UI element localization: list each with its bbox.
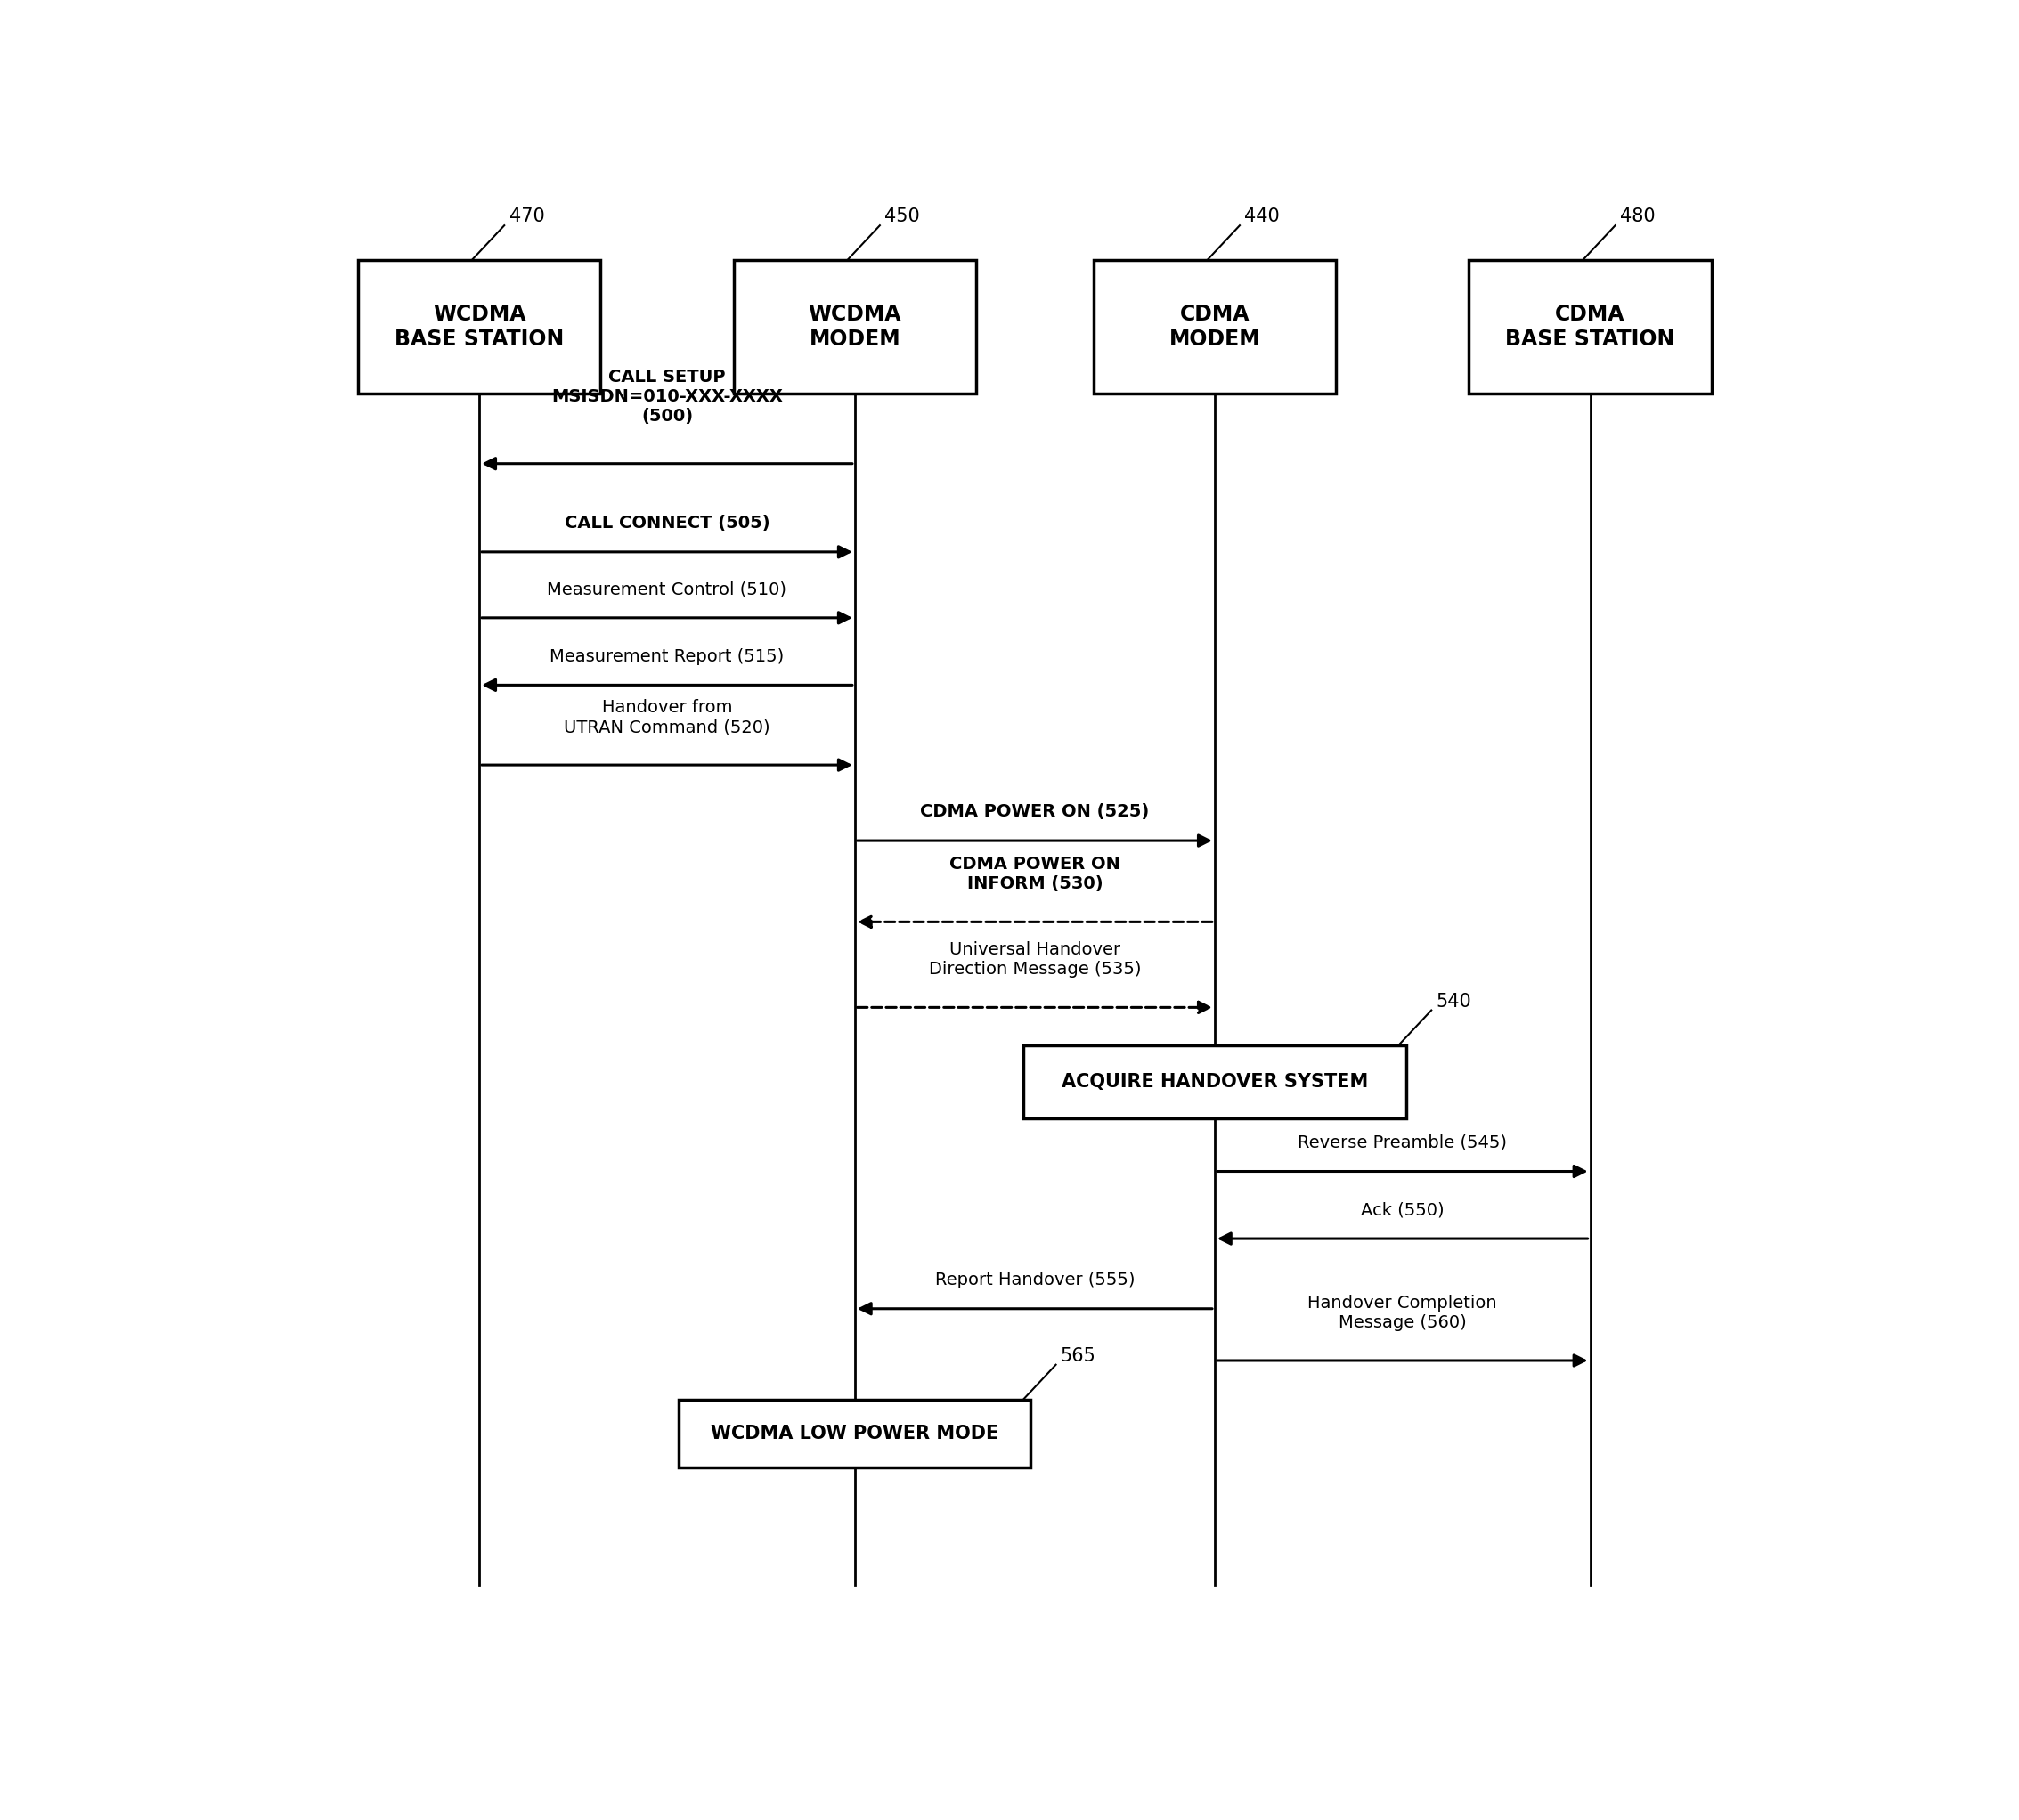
Text: 480: 480 (1619, 207, 1656, 226)
FancyBboxPatch shape (1094, 260, 1337, 393)
FancyBboxPatch shape (733, 260, 975, 393)
FancyBboxPatch shape (1024, 1045, 1407, 1117)
Text: Measurement Report (515): Measurement Report (515) (549, 648, 783, 664)
Text: CDMA POWER ON (525): CDMA POWER ON (525) (921, 803, 1149, 821)
Text: CDMA
BASE STATION: CDMA BASE STATION (1506, 304, 1676, 349)
FancyBboxPatch shape (678, 1400, 1032, 1467)
FancyBboxPatch shape (357, 260, 600, 393)
Text: Universal Handover
Direction Message (535): Universal Handover Direction Message (53… (929, 941, 1141, 977)
Text: 450: 450 (884, 207, 921, 226)
Text: Handover from
UTRAN Command (520): Handover from UTRAN Command (520) (563, 699, 769, 735)
Text: Ack (550): Ack (550) (1361, 1201, 1444, 1218)
Text: 540: 540 (1436, 992, 1472, 1010)
Text: WCDMA
MODEM: WCDMA MODEM (808, 304, 900, 349)
Text: ACQUIRE HANDOVER SYSTEM: ACQUIRE HANDOVER SYSTEM (1062, 1072, 1369, 1090)
Text: CALL CONNECT (505): CALL CONNECT (505) (565, 515, 769, 531)
Text: CDMA POWER ON
INFORM (530): CDMA POWER ON INFORM (530) (949, 855, 1121, 892)
Text: Measurement Control (510): Measurement Control (510) (547, 581, 787, 597)
Text: Handover Completion
Message (560): Handover Completion Message (560) (1308, 1294, 1498, 1330)
FancyBboxPatch shape (1470, 260, 1712, 393)
Text: WCDMA LOW POWER MODE: WCDMA LOW POWER MODE (711, 1425, 999, 1441)
Text: 565: 565 (1060, 1347, 1096, 1365)
Text: Report Handover (555): Report Handover (555) (935, 1272, 1135, 1289)
Text: 440: 440 (1244, 207, 1280, 226)
Text: CALL SETUP
MSISDN=010-XXX-XXXX
(500): CALL SETUP MSISDN=010-XXX-XXXX (500) (551, 369, 783, 426)
Text: 470: 470 (509, 207, 545, 226)
Text: WCDMA
BASE STATION: WCDMA BASE STATION (394, 304, 563, 349)
Text: CDMA
MODEM: CDMA MODEM (1169, 304, 1260, 349)
Text: Reverse Preamble (545): Reverse Preamble (545) (1298, 1134, 1506, 1150)
